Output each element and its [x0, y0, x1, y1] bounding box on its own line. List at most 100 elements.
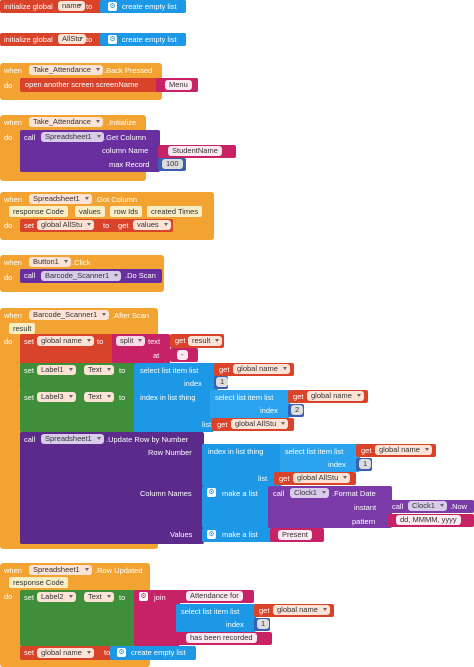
separator-text[interactable]: -: [177, 350, 188, 360]
set-name-block[interactable]: set global name to: [20, 334, 114, 364]
set-var-block[interactable]: set global AllStu to get values: [20, 219, 173, 232]
component-dropdown[interactable]: Barcode_Scanner1: [29, 310, 110, 320]
target-dropdown[interactable]: Spreadsheet1: [41, 132, 104, 142]
index-in-list-block[interactable]: index in list thing list: [202, 444, 282, 486]
get-var-dropdown[interactable]: global AllStu: [293, 473, 351, 483]
get-result-block[interactable]: get result: [170, 334, 224, 348]
component-dropdown[interactable]: Spreadsheet1: [29, 565, 92, 575]
present-text[interactable]: Present: [278, 530, 312, 540]
var-dropdown[interactable]: global name: [37, 648, 94, 658]
property-dropdown[interactable]: Text: [84, 365, 114, 375]
var-name-field[interactable]: AllStu: [58, 34, 86, 44]
select-list-item-block[interactable]: select list item list index: [210, 390, 290, 418]
pattern-text[interactable]: dd, MMMM, yyyy: [396, 515, 461, 525]
make-a-list-block[interactable]: ⚙ make a list: [202, 528, 272, 542]
select-list-item-block[interactable]: select list item list index: [134, 363, 218, 391]
param-row-ids[interactable]: row Ids: [110, 206, 143, 217]
gear-icon[interactable]: ⚙: [108, 2, 117, 11]
create-empty-list-block[interactable]: ⚙ create empty list: [100, 33, 186, 46]
component-dropdown[interactable]: Take_Attendance: [29, 117, 103, 127]
column-name-text[interactable]: StudentName: [168, 146, 222, 156]
index-value[interactable]: 1: [359, 459, 372, 469]
number-block[interactable]: 1: [214, 376, 229, 389]
split-dropdown[interactable]: split: [116, 336, 146, 346]
index-value[interactable]: 1: [216, 377, 229, 387]
string-block[interactable]: Attendance for: [178, 590, 254, 603]
get-global-name-block[interactable]: get global name: [254, 604, 334, 617]
component-dropdown[interactable]: Label3: [37, 392, 76, 402]
make-a-list-block[interactable]: ⚙ make a list: [202, 486, 272, 528]
get-var-dropdown[interactable]: global name: [307, 391, 364, 401]
get-var-dropdown[interactable]: global AllStu: [231, 419, 289, 429]
index-value[interactable]: 1: [257, 619, 270, 629]
number-block[interactable]: 1: [356, 458, 372, 471]
number-block[interactable]: 1: [254, 618, 270, 631]
gear-icon[interactable]: ⚙: [108, 35, 117, 44]
property-dropdown[interactable]: Text: [84, 592, 114, 602]
number-block[interactable]: 100: [158, 158, 186, 171]
string-block[interactable]: StudentName: [158, 145, 236, 158]
gear-icon[interactable]: ⚙: [139, 592, 148, 601]
select-list-item-block[interactable]: select list item list index: [280, 444, 360, 472]
max-record-value[interactable]: 100: [162, 159, 183, 169]
create-empty-list-block[interactable]: ⚙ create empty list: [100, 0, 186, 13]
clock-dropdown[interactable]: Clock1: [408, 501, 447, 511]
set-name-block[interactable]: set global name to: [20, 646, 114, 660]
do-scan-call[interactable]: call Barcode_Scanner1 .Do Scan: [20, 269, 162, 283]
param-created-times[interactable]: created Times: [147, 206, 203, 217]
get-global-name-block[interactable]: get global name: [214, 363, 294, 376]
attendance-text[interactable]: Attendance for: [186, 591, 243, 601]
split-block[interactable]: split text at: [112, 334, 170, 364]
target-dropdown[interactable]: Spreadsheet1: [41, 434, 104, 444]
param-values[interactable]: values: [75, 206, 105, 217]
get-global-name-block[interactable]: get global name: [356, 444, 436, 457]
recorded-text[interactable]: has been recorded: [186, 633, 257, 643]
component-dropdown[interactable]: Label1: [37, 365, 76, 375]
component-dropdown[interactable]: Take_Attendance: [29, 65, 103, 75]
update-row-call[interactable]: call Spreadsheet1 .Update Row by Number …: [20, 432, 204, 544]
string-block[interactable]: dd, MMMM, yyyy: [388, 514, 474, 527]
get-global-allstu-block[interactable]: get global AllStu: [274, 472, 356, 485]
screen-name-text[interactable]: Menu: [165, 80, 192, 90]
gear-icon[interactable]: ⚙: [117, 648, 126, 657]
format-date-call[interactable]: call Clock1 .Format Date instant pattern: [268, 486, 392, 528]
set-label2-block[interactable]: set Label2 Text to: [20, 590, 136, 646]
get-var-dropdown[interactable]: global name: [233, 364, 290, 374]
clock-dropdown[interactable]: Clock1: [290, 488, 329, 498]
index-value[interactable]: 2: [291, 405, 304, 415]
gear-icon[interactable]: ⚙: [207, 488, 216, 497]
component-dropdown[interactable]: Button1: [29, 257, 71, 267]
get-global-name-block[interactable]: get global name: [288, 390, 368, 403]
string-block[interactable]: -: [170, 348, 198, 362]
got-column-event[interactable]: when Spreadsheet1 .Got Column response C…: [0, 192, 214, 240]
target-dropdown[interactable]: Barcode_Scanner1: [41, 271, 122, 281]
get-var-dropdown[interactable]: result: [188, 336, 223, 346]
string-block[interactable]: has been recorded: [178, 632, 272, 645]
get-var-dropdown[interactable]: values: [133, 220, 171, 230]
component-dropdown[interactable]: Label2: [37, 592, 76, 602]
param-response-code[interactable]: response Code: [9, 577, 68, 588]
param-response-code[interactable]: response Code: [9, 206, 68, 217]
param-result[interactable]: result: [9, 323, 36, 334]
clock-now-call[interactable]: call Clock1 .Now: [388, 500, 474, 513]
var-dropdown[interactable]: global name: [37, 336, 94, 346]
component-dropdown[interactable]: Spreadsheet1: [29, 194, 92, 204]
set-label3-block[interactable]: set Label3 Text to: [20, 390, 136, 432]
join-block[interactable]: ⚙ join: [134, 590, 180, 646]
get-global-allstu-block[interactable]: get global AllStu: [212, 418, 294, 431]
property-dropdown[interactable]: Text: [84, 392, 114, 402]
string-block[interactable]: Present: [270, 528, 324, 542]
open-screen-block[interactable]: open another screen screenName: [20, 78, 198, 92]
var-dropdown[interactable]: global AllStu: [37, 220, 95, 230]
select-list-item-block[interactable]: select list item list index: [176, 604, 256, 632]
index-in-list-block[interactable]: index in list thing list: [134, 390, 214, 432]
create-empty-list-block[interactable]: ⚙ create empty list: [110, 646, 196, 660]
number-block[interactable]: 2: [288, 404, 304, 417]
set-label1-block[interactable]: set Label1 Text to: [20, 363, 136, 391]
var-name-field[interactable]: name: [58, 1, 85, 11]
gear-icon[interactable]: ⚙: [207, 530, 216, 539]
string-block[interactable]: Menu: [156, 78, 198, 92]
get-column-call[interactable]: call Spreadsheet1 .Get Column column Nam…: [20, 130, 160, 172]
get-var-dropdown[interactable]: global name: [375, 445, 432, 455]
get-var-dropdown[interactable]: global name: [273, 605, 330, 615]
